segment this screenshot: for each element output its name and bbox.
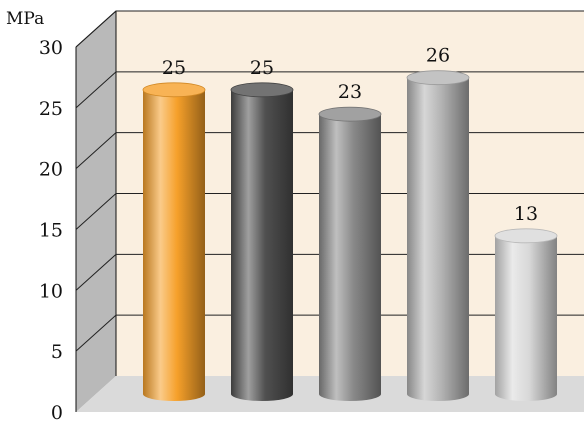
bar — [142, 82, 206, 401]
data-label: 25 — [250, 57, 274, 79]
grid-line — [75, 10, 584, 48]
y-tick-label: 25 — [39, 98, 63, 120]
y-tick-label: 30 — [39, 37, 63, 59]
bar-body — [495, 235, 557, 401]
y-tick-label: 15 — [39, 220, 63, 242]
bars — [142, 70, 558, 402]
bar-top — [406, 70, 470, 86]
bar-top — [230, 82, 294, 98]
data-label: 23 — [338, 81, 362, 103]
bar-body — [407, 77, 469, 402]
data-label: 25 — [162, 57, 186, 79]
y-tick-label: 20 — [39, 159, 63, 181]
data-labels: 25 25 23 26 13 — [162, 45, 538, 225]
bar-body — [319, 114, 381, 402]
y-tick-label: 0 — [51, 402, 63, 424]
y-tick-label: 10 — [39, 280, 63, 302]
bar — [494, 228, 558, 401]
data-label: 26 — [426, 45, 450, 67]
data-label: 13 — [514, 203, 538, 225]
bar-body — [143, 89, 205, 401]
y-axis: 0 5 10 15 20 25 30 — [39, 37, 63, 424]
bar-top — [142, 82, 206, 98]
bar-body — [231, 89, 293, 401]
bar — [230, 82, 294, 401]
y-axis-unit-label: MPa — [6, 9, 44, 29]
bar-top — [494, 228, 558, 244]
y-tick-label: 5 — [51, 341, 63, 363]
bar-top — [318, 106, 382, 122]
bar — [318, 106, 382, 402]
bar — [406, 70, 470, 402]
